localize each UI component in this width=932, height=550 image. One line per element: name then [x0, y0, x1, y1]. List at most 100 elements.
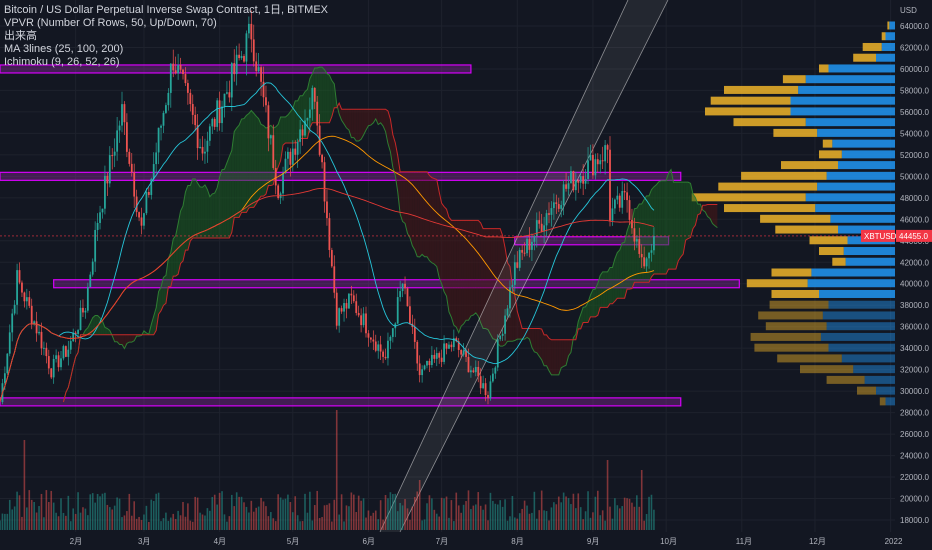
candle-body: [145, 192, 148, 214]
cloud-segment: [178, 211, 181, 275]
volume-bar: [384, 495, 387, 530]
candle-body: [557, 203, 560, 209]
volume-bar: [611, 518, 614, 530]
vpvr-down-bar: [857, 386, 876, 395]
volume-bar: [589, 517, 592, 530]
cloud-segment: [619, 242, 623, 299]
vpvr-down-bar: [832, 257, 846, 266]
candle-body: [348, 293, 350, 309]
candle-body: [450, 344, 453, 348]
y-tick-label: 54000.0: [900, 129, 929, 138]
volume-bar: [421, 520, 423, 530]
legend-title[interactable]: Bitcoin / US Dollar Perpetual Inverse Sw…: [4, 4, 329, 16]
vpvr-down-bar: [769, 300, 829, 309]
volume-bars: [0, 410, 655, 530]
cloud-segment: [451, 220, 454, 326]
volume-bar: [450, 500, 453, 530]
volume-bar: [382, 519, 384, 530]
volume-bar: [565, 496, 567, 530]
legend-vpvr[interactable]: VPVR (Number Of Rows, 50, Up/Down, 70): [4, 17, 217, 29]
legend-ichimoku[interactable]: Ichimoku (9, 26, 52, 26): [4, 56, 120, 68]
candle-body: [269, 135, 272, 139]
time-axis[interactable]: 2月 3月 4月 5月 6月 7月 8月 9月 10月 11月 12月 2022: [70, 537, 903, 546]
candle-body: [404, 283, 406, 289]
candle-body: [133, 172, 136, 197]
y-tick-label: 40000.0: [900, 280, 929, 289]
vpvr-down-bar: [758, 311, 823, 320]
candle-body: [489, 381, 492, 399]
cloud-segment: [714, 204, 718, 228]
candle-body: [384, 356, 387, 359]
volume-bar: [521, 508, 523, 530]
candle-body: [423, 365, 426, 370]
vpvr-down-bar: [705, 107, 791, 116]
volume-bar: [250, 500, 253, 530]
legend-ma[interactable]: MA 3lines (25, 100, 200): [4, 43, 124, 55]
volume-bar: [126, 511, 128, 530]
price-axis[interactable]: USD 64000.0 62000.0 60000.0 58000.0 56000.0 54…: [900, 6, 929, 525]
vpvr-up-bar: [876, 53, 895, 62]
y-tick-label: 50000.0: [900, 172, 929, 181]
candle-body: [223, 93, 226, 107]
candle-body: [135, 196, 138, 213]
volume-bar: [587, 491, 589, 530]
candle-body: [382, 351, 384, 357]
candle-body: [155, 152, 158, 165]
cloud-segment: [165, 258, 169, 304]
volume-bar: [514, 517, 516, 530]
volume-bar: [316, 490, 318, 530]
candle-body: [25, 297, 28, 302]
candle-body: [191, 104, 194, 115]
volume-bar: [509, 516, 511, 530]
volume-bar: [67, 495, 70, 530]
candle-body: [460, 349, 463, 355]
candle-body: [21, 282, 23, 293]
volume-bar: [599, 515, 602, 530]
candle-body: [643, 257, 646, 267]
volume-bar: [79, 512, 82, 530]
volume-bar: [628, 498, 631, 530]
candle-body: [174, 70, 177, 74]
candle-body: [143, 213, 145, 226]
vpvr-up-bar: [864, 375, 895, 384]
volume-bar: [416, 491, 419, 530]
candle-body: [638, 239, 641, 254]
vpvr-up-bar: [805, 118, 895, 127]
vpvr-up-bar: [805, 193, 895, 202]
legend-volume[interactable]: 出来高: [4, 30, 37, 42]
cloud-segment: [244, 115, 247, 213]
volume-bar: [74, 513, 77, 530]
cloud-segment: [226, 156, 230, 239]
cloud-segment: [556, 339, 559, 375]
cloud-segment: [319, 67, 323, 123]
candle-body: [599, 160, 602, 165]
cloud-segment: [644, 195, 647, 283]
candle-body: [443, 343, 445, 362]
volume-bar: [562, 492, 565, 530]
volume-bar: [550, 507, 553, 530]
cloud-segment: [473, 220, 476, 316]
volume-bar: [484, 504, 487, 530]
candle-body: [335, 292, 338, 326]
volume-bar: [18, 495, 21, 530]
candle-body: [196, 125, 199, 149]
volume-bar: [62, 512, 65, 530]
candle-body: [389, 336, 392, 341]
vpvr-up-bar: [811, 268, 895, 277]
cloud-segment: [185, 185, 188, 251]
cloud-segment: [495, 228, 498, 344]
channel-line-right: [399, 0, 669, 533]
candle-body: [526, 238, 528, 254]
volume-bar: [531, 512, 533, 530]
x-tick-label: 9月: [587, 537, 599, 546]
volume-bar: [440, 497, 443, 530]
candle-body: [138, 212, 140, 218]
cloud-segment: [197, 183, 201, 239]
cloud-segment: [168, 252, 171, 287]
volume-bar: [335, 410, 338, 530]
cloud-segment: [653, 184, 657, 275]
candle-body: [301, 129, 304, 136]
volume-bar: [89, 494, 92, 530]
cloud-segment: [370, 109, 374, 126]
